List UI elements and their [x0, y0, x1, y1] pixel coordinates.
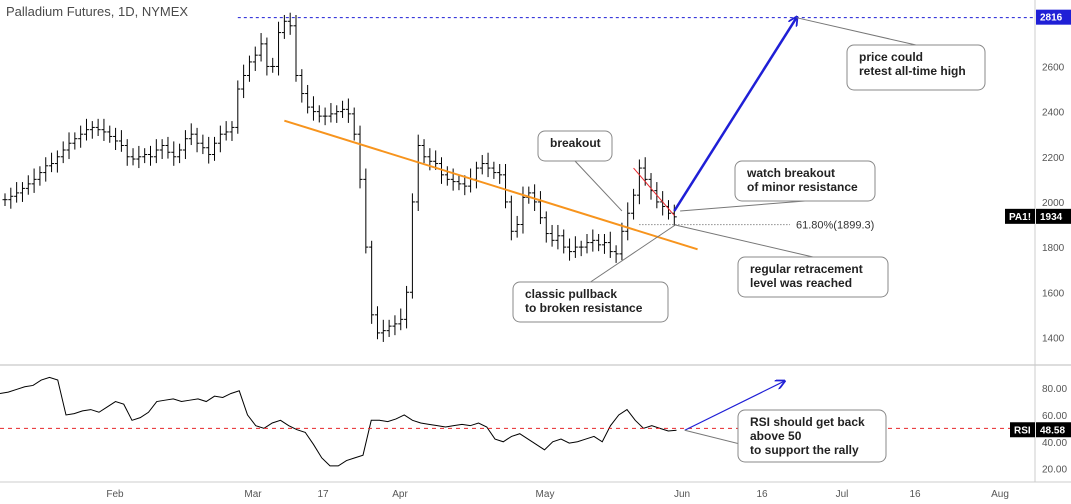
rsi-tick-label: 20.00	[1042, 465, 1067, 476]
svg-text:classic pullback: classic pullback	[525, 287, 617, 301]
svg-text:above 50: above 50	[750, 429, 802, 443]
time-tick-label: 16	[909, 489, 921, 500]
series-tag: PA1!	[1005, 208, 1035, 224]
rsi-tick-label: 60.00	[1042, 411, 1067, 422]
svg-text:price could: price could	[859, 50, 923, 64]
svg-text:48.58: 48.58	[1040, 425, 1065, 436]
fib-level-label: 61.80%(1899.3)	[796, 220, 874, 232]
rsi-last-tag: 48.58	[1036, 422, 1071, 438]
svg-text:watch breakout: watch breakout	[746, 166, 835, 180]
price-tick-label: 1800	[1042, 243, 1065, 254]
svg-text:RSI should get back: RSI should get back	[750, 415, 865, 429]
svg-text:to support the rally: to support the rally	[750, 443, 859, 457]
time-tick-label: May	[536, 489, 555, 500]
minor-resistance-line	[633, 167, 675, 216]
time-tick-label: Aug	[991, 489, 1009, 500]
ath-value-tag: 2816	[1036, 9, 1071, 25]
svg-text:retest all-time high: retest all-time high	[859, 64, 966, 78]
price-tick-label: 2200	[1042, 153, 1065, 164]
callout-breakout: breakout	[537, 130, 623, 212]
time-tick-label: Mar	[244, 489, 262, 500]
svg-text:PA1!: PA1!	[1009, 212, 1031, 223]
axes: 1400 1600 1800 2000 2200 2400 2600 20.00 40.00 60…	[106, 9, 1071, 500]
price-tick-label: 1400	[1042, 333, 1065, 344]
time-tick-label: Feb	[106, 489, 124, 500]
price-bars	[2, 12, 677, 342]
svg-text:regular retracement: regular retracement	[750, 262, 863, 276]
svg-text:1934: 1934	[1040, 212, 1063, 223]
svg-text:RSI: RSI	[1014, 425, 1031, 436]
svg-text:to broken resistance: to broken resistance	[525, 301, 643, 315]
price-tick-label: 1600	[1042, 288, 1065, 299]
resistance-trendline	[284, 119, 698, 251]
time-tick-label: Apr	[392, 489, 408, 500]
rsi-tick-label: 40.00	[1042, 438, 1067, 449]
rsi-projection-arrow	[684, 381, 784, 431]
svg-text:2816: 2816	[1040, 13, 1063, 24]
price-tick-label: 2400	[1042, 108, 1065, 119]
last-price-tag: 1934	[1036, 208, 1071, 224]
rsi-tick-label: 80.00	[1042, 384, 1067, 395]
rsi-line	[0, 376, 677, 467]
svg-text:level was reached: level was reached	[750, 276, 852, 290]
chart-title: Palladium Futures, 1D, NYMEX	[6, 4, 189, 19]
rsi-series-tag: RSI	[1010, 422, 1035, 438]
svg-text:of minor resistance: of minor resistance	[747, 180, 858, 194]
price-tick-label: 2000	[1042, 198, 1065, 209]
rsi-pane	[0, 376, 1035, 467]
price-tick-label: 2600	[1042, 62, 1065, 73]
time-tick-label: Jun	[674, 489, 690, 500]
svg-text:breakout: breakout	[550, 136, 601, 150]
projection-arrow	[673, 18, 796, 212]
time-tick-label: 17	[317, 489, 329, 500]
time-tick-label: 16	[756, 489, 768, 500]
time-tick-label: Jul	[836, 489, 849, 500]
